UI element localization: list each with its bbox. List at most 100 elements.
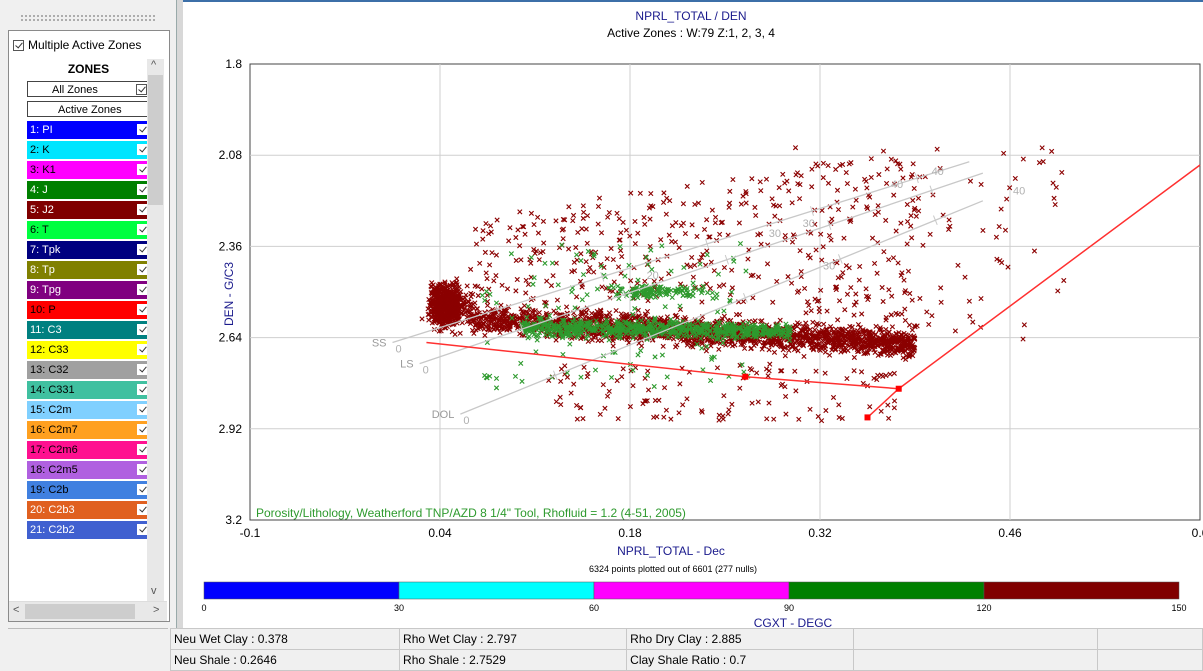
zone-item[interactable]: 5: J2 — [27, 201, 154, 219]
zone-item[interactable]: 20: C2b3 — [27, 501, 154, 519]
data-point — [672, 239, 679, 245]
data-point — [574, 416, 580, 422]
data-point — [782, 353, 788, 359]
all-zones-label: All Zones — [52, 84, 98, 96]
data-point — [962, 274, 968, 280]
data-point — [899, 347, 905, 353]
data-point — [901, 340, 907, 346]
data-point — [635, 352, 641, 358]
zone-item[interactable]: 11: C3 — [27, 321, 154, 339]
data-point — [658, 237, 664, 243]
data-point — [579, 310, 585, 316]
checkbox-icon[interactable] — [136, 84, 147, 95]
data-point — [550, 273, 556, 279]
shale-point — [895, 385, 902, 392]
zone-item[interactable]: 14: C331 — [27, 381, 154, 399]
horizontal-scrollbar[interactable]: < > — [9, 601, 167, 621]
scroll-thumb[interactable] — [25, 604, 135, 619]
zone-item[interactable]: 9: Tpg — [27, 281, 154, 299]
data-point — [1039, 145, 1045, 151]
zone-item[interactable]: 8: Tp — [27, 261, 154, 279]
scroll-thumb[interactable] — [148, 75, 163, 205]
data-point — [472, 226, 479, 232]
porosity-label: 0 — [463, 415, 469, 427]
sidebar-footer — [8, 628, 168, 649]
all-zones-button[interactable]: All Zones — [27, 81, 154, 97]
zone-item[interactable]: 12: C33 — [27, 341, 154, 359]
data-point — [648, 247, 654, 253]
data-point — [577, 313, 584, 320]
data-point — [726, 204, 732, 210]
data-point — [860, 380, 866, 386]
data-point — [493, 375, 500, 382]
data-point — [644, 372, 651, 379]
table-row: Neu Shale : 0.2646 Rho Shale : 2.7529 Clay… — [169, 649, 1203, 671]
data-point — [480, 228, 486, 234]
data-point — [704, 252, 710, 258]
data-point — [457, 330, 463, 336]
zone-item[interactable]: 3: K1 — [27, 161, 154, 179]
zone-item[interactable]: 2: K — [27, 141, 154, 159]
data-point — [536, 257, 542, 263]
data-point — [854, 346, 860, 353]
data-point — [584, 240, 590, 246]
active-zones-button[interactable]: Active Zones — [27, 101, 154, 117]
zone-item[interactable]: 6: T — [27, 221, 154, 239]
data-point — [429, 280, 435, 286]
data-point — [1061, 277, 1067, 284]
scroll-right-icon[interactable]: > — [153, 604, 160, 616]
data-point — [682, 230, 688, 237]
x-tick-label: 0.46 — [998, 526, 1022, 540]
x-tick-label: 0.04 — [428, 526, 452, 540]
data-point — [668, 268, 674, 274]
scroll-up-icon[interactable]: ^ — [151, 59, 157, 71]
data-point — [716, 283, 722, 289]
data-point — [560, 351, 566, 357]
scroll-down-icon[interactable]: v — [151, 585, 157, 597]
zone-item[interactable]: 15: C2m — [27, 401, 154, 419]
panel-grip[interactable] — [20, 14, 156, 22]
data-point — [663, 407, 669, 413]
data-point — [888, 312, 894, 318]
data-point — [798, 173, 804, 179]
data-point — [780, 171, 786, 177]
data-point — [673, 220, 679, 226]
zone-item[interactable]: 21: C2b2 — [27, 521, 154, 539]
data-point — [568, 390, 574, 396]
data-point — [517, 331, 523, 337]
zone-item[interactable]: 4: J — [27, 181, 154, 199]
data-point — [489, 250, 495, 256]
data-point — [863, 286, 869, 292]
colorbar-tick-label: 120 — [976, 603, 991, 613]
y-tick-label: 2.08 — [219, 148, 243, 162]
data-point — [647, 216, 653, 222]
zone-item-label: 9: Tpg — [30, 284, 61, 296]
zone-item[interactable]: 1: PI — [27, 121, 154, 139]
data-point — [737, 385, 743, 391]
data-point — [493, 300, 500, 306]
vertical-scrollbar[interactable]: ^ v — [147, 59, 164, 601]
zone-item[interactable]: 7: Tpk — [27, 241, 154, 259]
zone-item[interactable]: 17: C2m6 — [27, 441, 154, 459]
zone-item[interactable]: 10: P — [27, 301, 154, 319]
zone-item[interactable]: 13: C32 — [27, 361, 154, 379]
multiple-active-zones-toggle[interactable]: Multiple Active Zones — [13, 35, 168, 55]
checkbox-icon[interactable] — [13, 39, 24, 51]
colorbar-segment — [398, 581, 595, 600]
data-point — [1052, 201, 1058, 208]
data-point — [721, 264, 727, 271]
data-point — [771, 349, 778, 355]
data-point — [587, 264, 593, 271]
data-point — [1055, 288, 1061, 294]
data-point — [571, 381, 577, 387]
x-tick-label: -0.1 — [240, 526, 261, 540]
data-point — [677, 381, 683, 387]
zone-item[interactable]: 18: C2m5 — [27, 461, 154, 479]
data-point — [926, 321, 932, 328]
zone-item[interactable]: 16: C2m7 — [27, 421, 154, 439]
scroll-left-icon[interactable]: < — [13, 604, 20, 616]
data-point — [1036, 160, 1043, 166]
y-tick-label: 2.36 — [219, 239, 243, 253]
zone-item[interactable]: 19: C2b — [27, 481, 154, 499]
data-point — [1050, 180, 1056, 186]
